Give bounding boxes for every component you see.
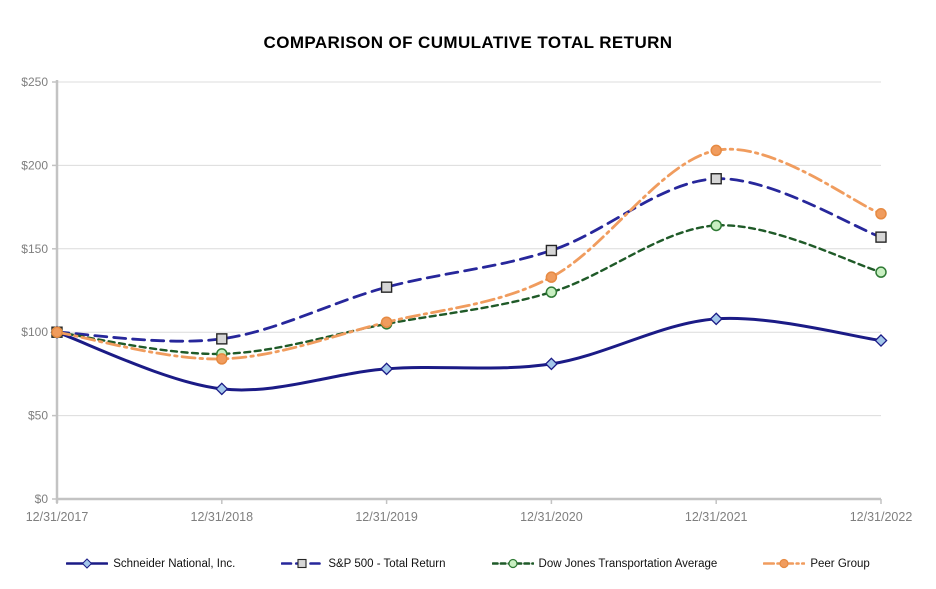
marker-circle: [216, 353, 228, 365]
y-axis-label: $100: [21, 325, 48, 339]
legend-item-3: Peer Group: [763, 557, 870, 570]
y-axis-label: $150: [21, 242, 48, 256]
legend-item-2: Dow Jones Transportation Average: [491, 557, 718, 570]
chart-title: COMPARISON OF CUMULATIVE TOTAL RETURN: [263, 33, 673, 52]
marker-diamond: [709, 312, 723, 326]
marker-circle: [507, 558, 518, 569]
marker-circle: [875, 208, 887, 220]
legend-swatch-icon: [763, 557, 806, 570]
marker-square: [545, 244, 558, 257]
series-line-2: [55, 224, 883, 356]
y-axis-label: $0: [35, 492, 49, 506]
marker-diamond: [544, 357, 558, 371]
marker-square: [875, 231, 887, 243]
series-line-1: [55, 177, 883, 343]
marker-diamond: [380, 362, 394, 376]
marker-diamond: [215, 382, 229, 396]
series-line-0: [55, 316, 883, 392]
marker-circle: [545, 286, 558, 298]
x-axis-label: 12/31/2021: [685, 510, 748, 524]
legend-label: Peer Group: [810, 557, 870, 570]
marker-circle: [875, 266, 887, 278]
legend-swatch-icon: [491, 557, 534, 570]
marker-circle: [380, 316, 393, 328]
x-axis-label: 12/31/2020: [520, 510, 583, 524]
marker-circle: [545, 271, 558, 283]
marker-square: [380, 281, 393, 293]
marker-diamond: [82, 558, 93, 569]
y-axis-label: $50: [28, 409, 48, 423]
marker-circle: [51, 326, 63, 338]
series-line-3: [55, 147, 883, 361]
marker-circle: [779, 558, 789, 569]
legend-swatch-icon: [66, 557, 109, 570]
x-axis-label: 12/31/2018: [191, 510, 254, 524]
marker-square: [297, 558, 307, 569]
x-axis-label: 12/31/2022: [850, 510, 913, 524]
marker-square: [710, 173, 722, 185]
legend-label: Dow Jones Transportation Average: [538, 557, 718, 570]
x-axis-label: 12/31/2017: [26, 510, 89, 524]
legend-item-0: Schneider National, Inc.: [66, 557, 235, 570]
x-axis-label: 12/31/2019: [355, 510, 418, 524]
marker-square: [216, 333, 228, 345]
legend-label: Schneider National, Inc.: [113, 557, 236, 570]
legend-label: S&P 500 - Total Return: [328, 557, 446, 570]
marker-diamond: [874, 334, 888, 348]
legend: Schneider National, Inc. S&P 500 - Total …: [0, 557, 936, 570]
legend-swatch-icon: [281, 557, 324, 570]
legend-item-1: S&P 500 - Total Return: [281, 557, 446, 570]
y-axis-label: $200: [21, 158, 48, 172]
marker-circle: [710, 144, 722, 157]
y-axis-label: $250: [21, 75, 48, 89]
marker-circle: [710, 219, 722, 232]
